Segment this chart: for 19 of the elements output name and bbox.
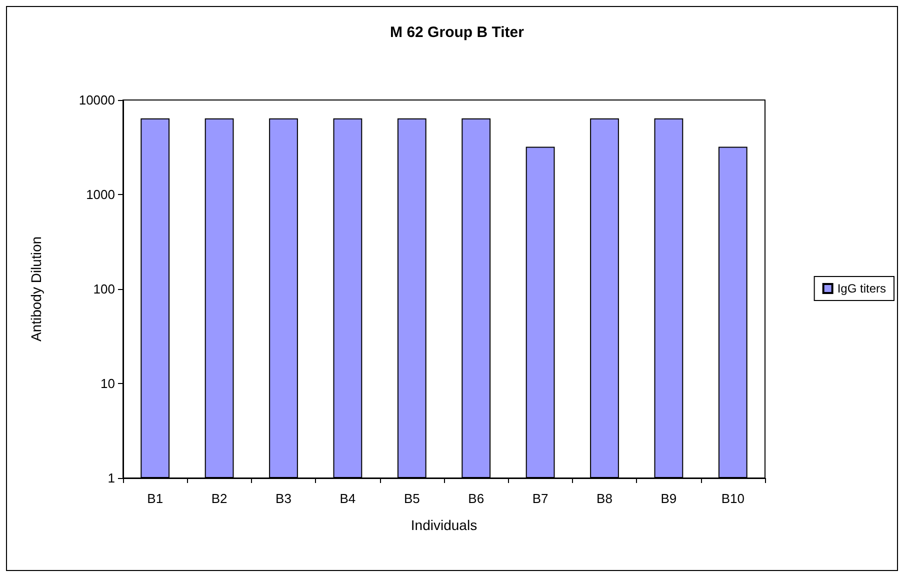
x-tick-label: B3: [276, 491, 292, 506]
y-tick-label: 10000: [78, 92, 115, 108]
x-tick-label: B9: [660, 491, 677, 506]
x-tick-label: B5: [404, 491, 420, 506]
x-tick-label: B6: [468, 491, 484, 506]
x-tick-label: B10: [721, 491, 744, 506]
x-axis-title: Individuals: [410, 517, 478, 533]
x-tick-label: B1: [147, 491, 164, 506]
x-tick-label: B7: [532, 491, 548, 506]
x-tick-label: B8: [596, 491, 612, 506]
y-tick-label: 1000: [86, 187, 115, 202]
y-tick-label: 1: [108, 470, 115, 486]
x-tick-label: B2: [211, 491, 228, 506]
x-tick-label: B4: [340, 491, 356, 506]
y-axis-title: Antibody Dilution: [28, 236, 44, 342]
legend-label: IgG titers: [837, 282, 886, 296]
y-tick-label: 100: [93, 282, 115, 296]
y-tick-label: 10: [100, 376, 115, 391]
chart-title: M 62 Group B Titer: [390, 24, 524, 41]
